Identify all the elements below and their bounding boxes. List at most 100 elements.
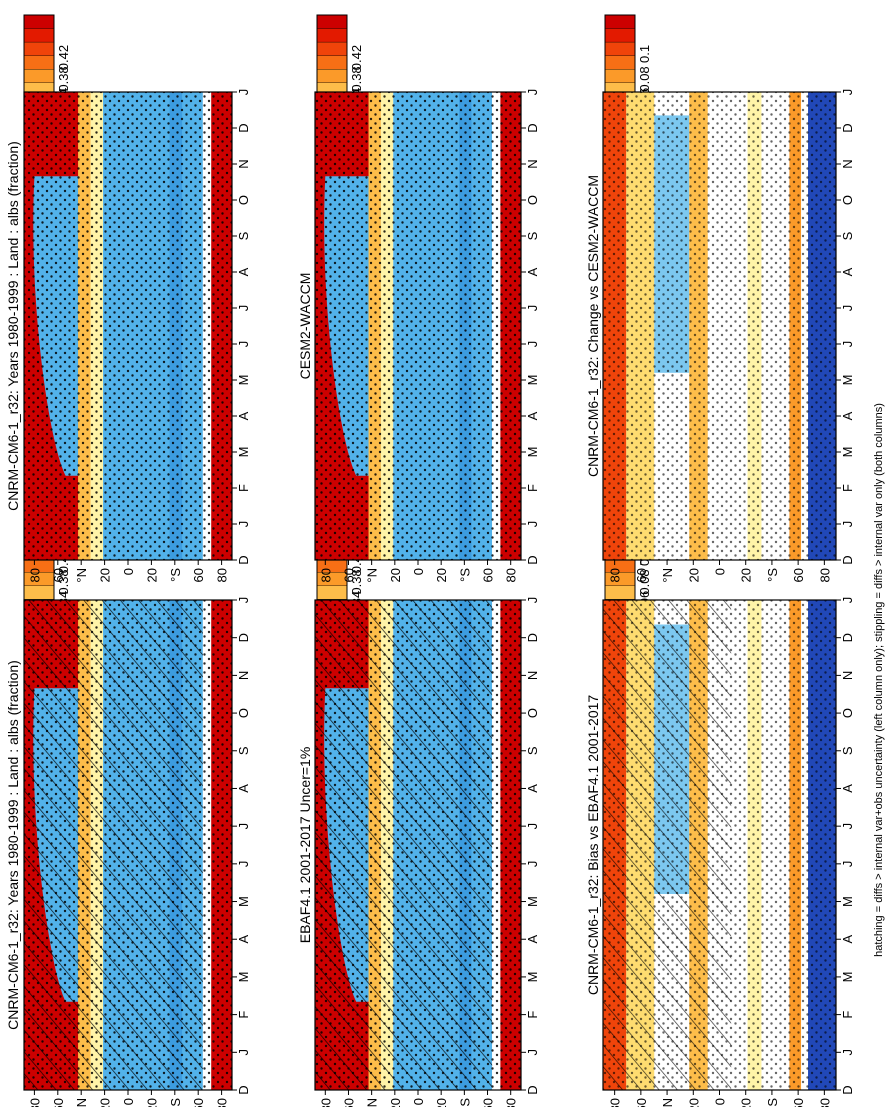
month-tick-label: D bbox=[840, 555, 855, 564]
month-tick-label: M bbox=[236, 972, 251, 983]
latitude-tick-label: 20 bbox=[144, 1098, 159, 1107]
month-tick-label: S bbox=[236, 231, 251, 240]
month-tick-label: J bbox=[525, 597, 540, 604]
month-tick-label: J bbox=[525, 89, 540, 96]
month-tick-label: A bbox=[525, 784, 540, 793]
colorbar-tick-label: 0.42 bbox=[56, 45, 71, 70]
latitude-tick-label: 80 bbox=[504, 568, 519, 582]
month-tick-label: N bbox=[840, 671, 855, 680]
colorbar-swatch bbox=[23, 55, 55, 70]
month-tick-label: J bbox=[236, 597, 251, 604]
colorbar-swatch bbox=[23, 585, 55, 601]
heatmap-body bbox=[23, 599, 233, 1091]
month-tick-label: F bbox=[236, 1011, 251, 1019]
colorbar-tick-label: 0.38 bbox=[349, 66, 364, 91]
month-tick-label: J bbox=[236, 305, 251, 312]
colorbar-swatch bbox=[23, 28, 55, 43]
colorbar-swatch bbox=[23, 41, 55, 57]
latitude-tick-label: 80 bbox=[215, 568, 230, 582]
latitude-tick-label: 60 bbox=[481, 1098, 496, 1107]
month-tick-label: J bbox=[236, 521, 251, 528]
latitude-tick-label: 80 bbox=[27, 568, 42, 582]
month-tick-label: M bbox=[236, 447, 251, 458]
latitude-tick-label: 80 bbox=[817, 1098, 832, 1107]
colorbar-tick-label: 0.08 bbox=[637, 66, 652, 91]
month-tick-label: F bbox=[840, 484, 855, 492]
month-tick-label: M bbox=[525, 375, 540, 386]
panel-left-bottom: 0.10.080.060.040.020-0.02-0.04-0.06-0.08… bbox=[585, 517, 855, 1107]
month-tick-label: O bbox=[236, 708, 251, 718]
month-tick-label: A bbox=[236, 411, 251, 420]
month-tick-label: A bbox=[840, 267, 855, 276]
month-tick-label: S bbox=[236, 746, 251, 755]
panel-title: CNRM-CM6-1_r32: Years 1980-1999 : Land :… bbox=[5, 660, 21, 1030]
month-tick-label: A bbox=[236, 267, 251, 276]
latitude-tick-label: 60 bbox=[791, 568, 806, 582]
hatching-overlay bbox=[315, 600, 493, 1090]
panel-left-middle: 0.420.380.340.30.260.220.180.140.10.060.… bbox=[297, 517, 540, 1107]
month-tick-label: D bbox=[840, 633, 855, 642]
month-tick-label: D bbox=[525, 633, 540, 642]
heatmap-body bbox=[314, 91, 522, 561]
colorbar-swatch bbox=[316, 28, 348, 43]
month-tick-label: D bbox=[840, 123, 855, 132]
latitude-tick-label: 60 bbox=[341, 1098, 356, 1107]
month-tick-label: O bbox=[840, 708, 855, 718]
latitude-tick-label: °N bbox=[74, 568, 89, 583]
month-tick-label: J bbox=[525, 305, 540, 312]
latitude-tick-label: °S bbox=[457, 568, 472, 582]
heatmap-body bbox=[602, 91, 837, 561]
month-tick-label: J bbox=[525, 1049, 540, 1056]
month-tick-label: D bbox=[525, 123, 540, 132]
month-tick-label: F bbox=[236, 484, 251, 492]
latitude-tick-label: 20 bbox=[686, 568, 701, 582]
colorbar-tick-label: 0.38 bbox=[56, 569, 71, 594]
latitude-tick-label: 60 bbox=[191, 568, 206, 582]
month-tick-label: J bbox=[840, 823, 855, 830]
latitude-tick-label: 60 bbox=[341, 568, 356, 582]
month-tick-label: M bbox=[525, 896, 540, 907]
colorbar-tick-label: 0.1 bbox=[637, 45, 652, 63]
month-tick-label: M bbox=[525, 972, 540, 983]
month-tick-label: F bbox=[840, 1011, 855, 1019]
latitude-tick-label: 80 bbox=[608, 568, 623, 582]
latitude-tick-label: 80 bbox=[318, 1098, 333, 1107]
month-tick-label: J bbox=[840, 597, 855, 604]
month-tick-label: D bbox=[236, 555, 251, 564]
colorbar-swatch bbox=[23, 69, 55, 84]
month-tick-label: J bbox=[840, 89, 855, 96]
heatmap-body bbox=[23, 91, 233, 561]
latitude-tick-label: 20 bbox=[739, 568, 754, 582]
latitude-tick-label: °N bbox=[74, 1098, 89, 1107]
latitude-tick-label: 20 bbox=[144, 568, 159, 582]
month-tick-label: J bbox=[236, 823, 251, 830]
panel-title: EBAF4.1 2001-2017 Uncer=1% bbox=[297, 747, 313, 944]
colorbar-swatch bbox=[316, 41, 348, 57]
month-tick-label: A bbox=[236, 935, 251, 944]
latitude-tick-label: 60 bbox=[791, 1098, 806, 1107]
colorbar-swatch bbox=[316, 14, 348, 30]
stippling-overlay bbox=[315, 92, 521, 560]
latitude-tick-label: 60 bbox=[51, 568, 66, 582]
colorbar-swatch bbox=[604, 585, 636, 601]
panel-right-top: 0.420.380.340.30.260.220.180.140.10.060.… bbox=[5, 14, 251, 583]
colorbar-swatch bbox=[604, 14, 636, 30]
month-tick-label: J bbox=[840, 1049, 855, 1056]
month-tick-label: J bbox=[525, 341, 540, 348]
latitude-tick-label: °S bbox=[168, 1098, 183, 1107]
month-tick-label: D bbox=[236, 633, 251, 642]
colorbar-swatch bbox=[316, 69, 348, 84]
latitude-tick-label: 80 bbox=[504, 1098, 519, 1107]
month-tick-label: S bbox=[525, 746, 540, 755]
panel-right-middle: 0.420.380.340.30.260.220.180.140.10.060.… bbox=[297, 14, 540, 583]
month-tick-label: S bbox=[525, 231, 540, 240]
latitude-tick-label: °S bbox=[168, 568, 183, 582]
latitude-tick-label: 80 bbox=[318, 568, 333, 582]
month-tick-label: J bbox=[840, 861, 855, 868]
latitude-tick-label: 0 bbox=[121, 1098, 136, 1105]
month-tick-label: O bbox=[840, 195, 855, 205]
month-tick-label: N bbox=[236, 671, 251, 680]
panel-left-top: 0.420.380.340.30.260.220.180.140.10.060.… bbox=[5, 517, 251, 1107]
latitude-tick-label: 60 bbox=[51, 1098, 66, 1107]
